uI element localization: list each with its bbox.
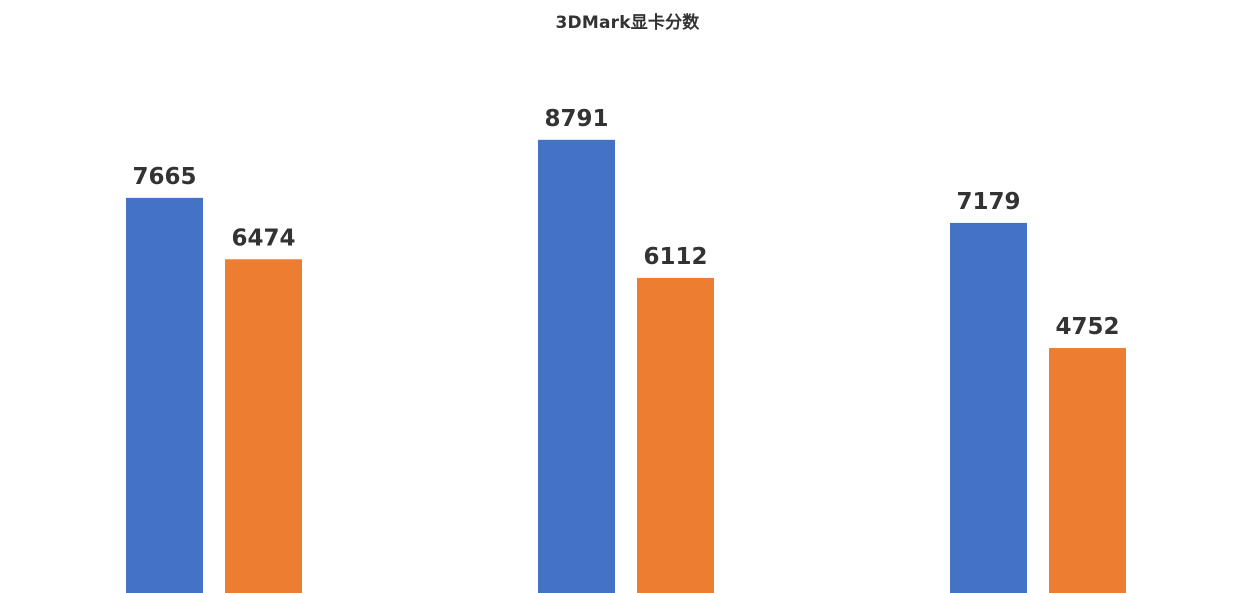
bar-series2-group3 — [1049, 348, 1126, 593]
data-label-series1-group2: 8791 — [544, 106, 608, 132]
data-label-series2-group2: 6112 — [643, 244, 707, 270]
bar-series1-group3 — [950, 222, 1027, 593]
data-label-series2-group3: 4752 — [1055, 314, 1119, 340]
data-label-series2-group1: 6474 — [231, 225, 295, 251]
bar-series1-group2 — [538, 139, 615, 593]
data-label-series1-group1: 7665 — [132, 164, 196, 190]
data-label-series1-group3: 7179 — [956, 189, 1020, 215]
bar-series2-group2 — [637, 277, 714, 593]
bar-series2-group1 — [225, 259, 302, 593]
chart-title: 3DMark显卡分数 — [555, 13, 700, 33]
bar-series1-group1 — [126, 197, 203, 593]
